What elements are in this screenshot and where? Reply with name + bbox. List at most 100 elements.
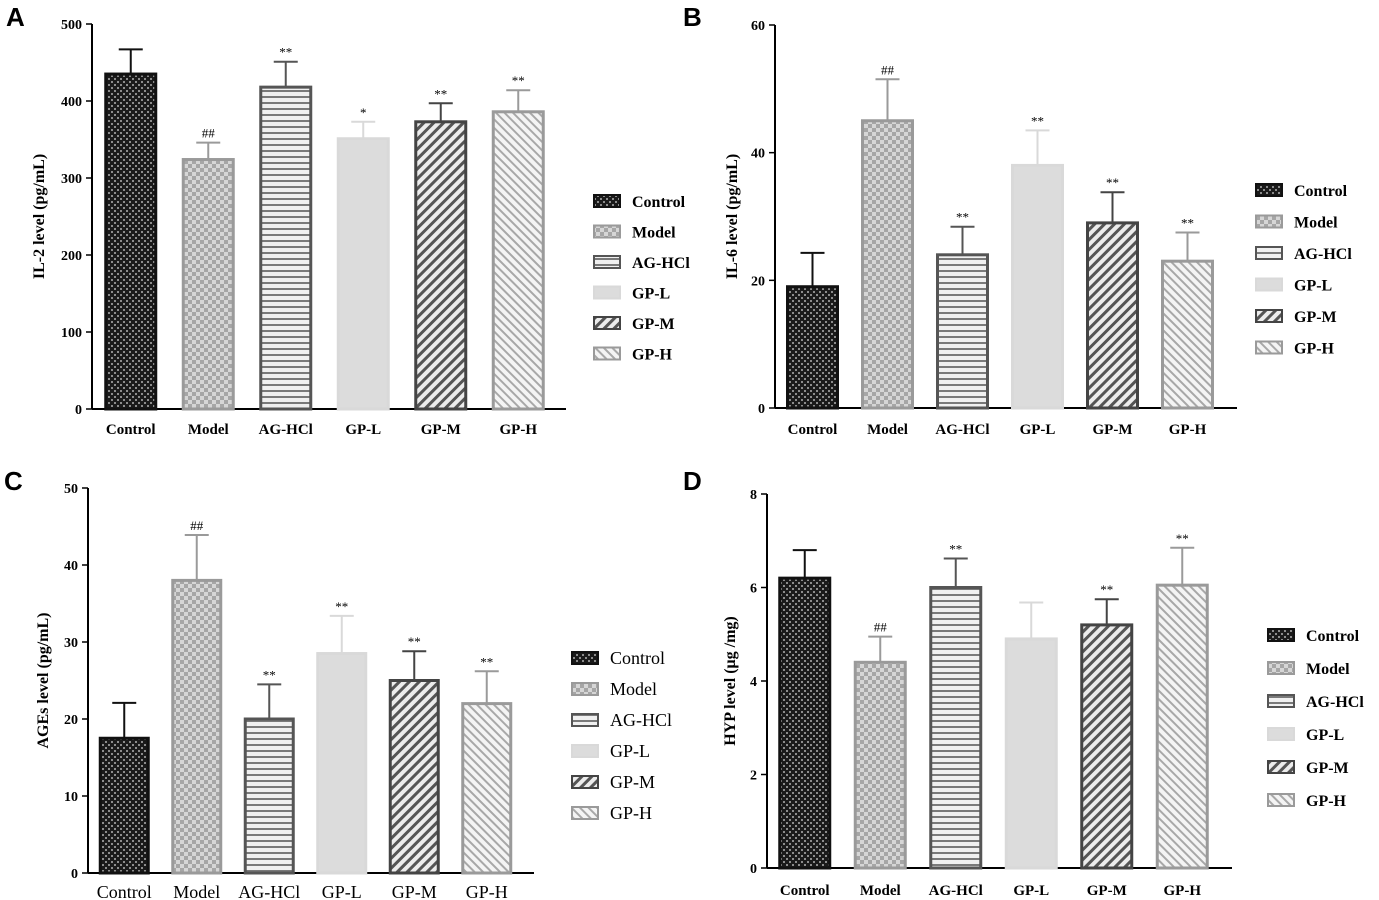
x-tick-label: Model (188, 422, 229, 438)
legend-swatch (571, 682, 599, 696)
legend-label: Model (632, 225, 676, 242)
legend-label: GP-M (1306, 760, 1349, 777)
bar-model (853, 660, 907, 870)
x-tick-label: GP-H (500, 422, 538, 438)
x-tick-label: AG-HCl (935, 422, 989, 438)
x-tick-label: AG-HCl (929, 883, 983, 899)
bar-gp-h (1155, 583, 1209, 870)
x-tick-label: GP-H (1164, 883, 1202, 899)
y-tick-label: 0 (75, 403, 82, 418)
y-tick-label: 0 (758, 402, 765, 417)
chart-panel-c: C 0 10 20 30 40 50 AGEs level (pg/mL) Control ## M… (4, 466, 672, 900)
y-tick-label: 6 (750, 582, 757, 597)
x-tick-label: GP-H (466, 882, 508, 900)
legend-swatch (571, 651, 599, 665)
significance-label: ** (480, 654, 493, 669)
x-tick-label: GP-H (1169, 422, 1207, 438)
bar-ag-hcl (243, 717, 295, 875)
legend-swatch (593, 316, 621, 330)
significance-label: ** (1031, 113, 1044, 128)
y-tick-label: 400 (61, 95, 82, 110)
legend-swatch (571, 775, 599, 789)
legend-label: Control (1294, 183, 1348, 200)
legend-swatch (1267, 793, 1295, 807)
y-tick-label: 4 (750, 675, 757, 690)
legend-swatch (1267, 628, 1295, 642)
x-tick-label: AG-HCl (238, 882, 300, 900)
legend-label: Model (610, 679, 657, 699)
legend-label: GP-H (1294, 341, 1335, 358)
bar-gp-m (414, 120, 468, 411)
panel-letter: C (4, 466, 23, 496)
panel-letter: A (6, 2, 25, 32)
legend-swatch (1267, 694, 1295, 708)
significance-label: ** (1106, 175, 1119, 190)
chart-panel-d: D 0 2 4 6 8 HYP level (μg /mg) Control ## Model **… (683, 466, 1364, 899)
legend-swatch (593, 194, 621, 208)
legend: Control Model AG-HCl GP-L GP-M GP-H (1255, 183, 1352, 358)
legend-swatch (1255, 214, 1283, 229)
y-tick-label: 40 (64, 559, 78, 574)
significance-label: ** (408, 634, 421, 649)
y-tick-label: 300 (61, 172, 82, 187)
significance-label: ** (335, 599, 348, 614)
panel-letter: B (683, 2, 702, 32)
x-tick-label: GP-L (345, 422, 381, 438)
significance-label: ** (263, 667, 276, 682)
bar-gp-h (461, 702, 513, 875)
bar-gp-l (316, 652, 368, 875)
bar-ag-hcl (936, 253, 989, 410)
significance-label: ** (1176, 531, 1189, 546)
legend-label: AG-HCl (1306, 694, 1364, 711)
y-axis-title: IL-2 level (pg/mL) (31, 154, 48, 279)
x-tick-label: GP-L (322, 882, 362, 900)
legend-swatch (571, 713, 599, 727)
bar-gp-l (336, 137, 390, 411)
y-tick-label: 200 (61, 249, 82, 264)
panel-letter: D (683, 466, 702, 496)
y-tick-label: 500 (61, 18, 82, 33)
bar-gp-m (388, 679, 440, 875)
legend-swatch (593, 285, 621, 300)
bar-control (778, 576, 832, 870)
x-tick-label: Control (788, 422, 838, 438)
significance-label: ** (279, 45, 292, 60)
x-tick-label: GP-M (1087, 883, 1127, 899)
legend-swatch (1255, 246, 1283, 260)
legend-label: Model (1306, 661, 1350, 678)
y-tick-label: 0 (71, 867, 78, 882)
legend-swatch (571, 744, 599, 758)
legend-label: GP-H (610, 803, 652, 823)
bar-model (181, 158, 235, 411)
significance-label: ## (874, 620, 888, 635)
legend: Control Model AG-HCl GP-L GP-M GP-H (571, 648, 672, 823)
significance-label: ** (949, 542, 962, 557)
legend-swatch (593, 346, 621, 361)
x-tick-label: Control (106, 422, 156, 438)
legend-label: GP-M (632, 316, 675, 333)
legend: Control Model AG-HCl GP-L GP-M GP-H (593, 194, 690, 364)
legend-label: Control (610, 648, 665, 668)
bar-control (104, 72, 158, 411)
bar-model (861, 119, 914, 410)
significance-label: ** (1181, 215, 1194, 230)
bar-ag-hcl (259, 85, 313, 411)
chart-panel-a: A 0 100 200 300 400 500 IL-2 level (pg/mL) Contr… (6, 2, 690, 438)
bar-gp-l (1004, 637, 1058, 870)
significance-label: ** (434, 86, 447, 101)
x-tick-label: Control (97, 882, 152, 900)
y-tick-label: 60 (751, 19, 765, 34)
y-tick-label: 30 (64, 636, 78, 651)
x-tick-label: GP-M (421, 422, 461, 438)
legend-label: GP-H (632, 347, 673, 364)
legend-swatch (1267, 727, 1295, 741)
y-tick-label: 8 (750, 488, 757, 503)
legend-label: Control (1306, 628, 1360, 645)
x-tick-label: GP-M (1093, 422, 1133, 438)
bar-gp-h (1161, 259, 1214, 410)
y-tick-label: 0 (750, 862, 757, 877)
legend-label: GP-M (1294, 309, 1337, 326)
y-tick-label: 10 (64, 790, 78, 805)
